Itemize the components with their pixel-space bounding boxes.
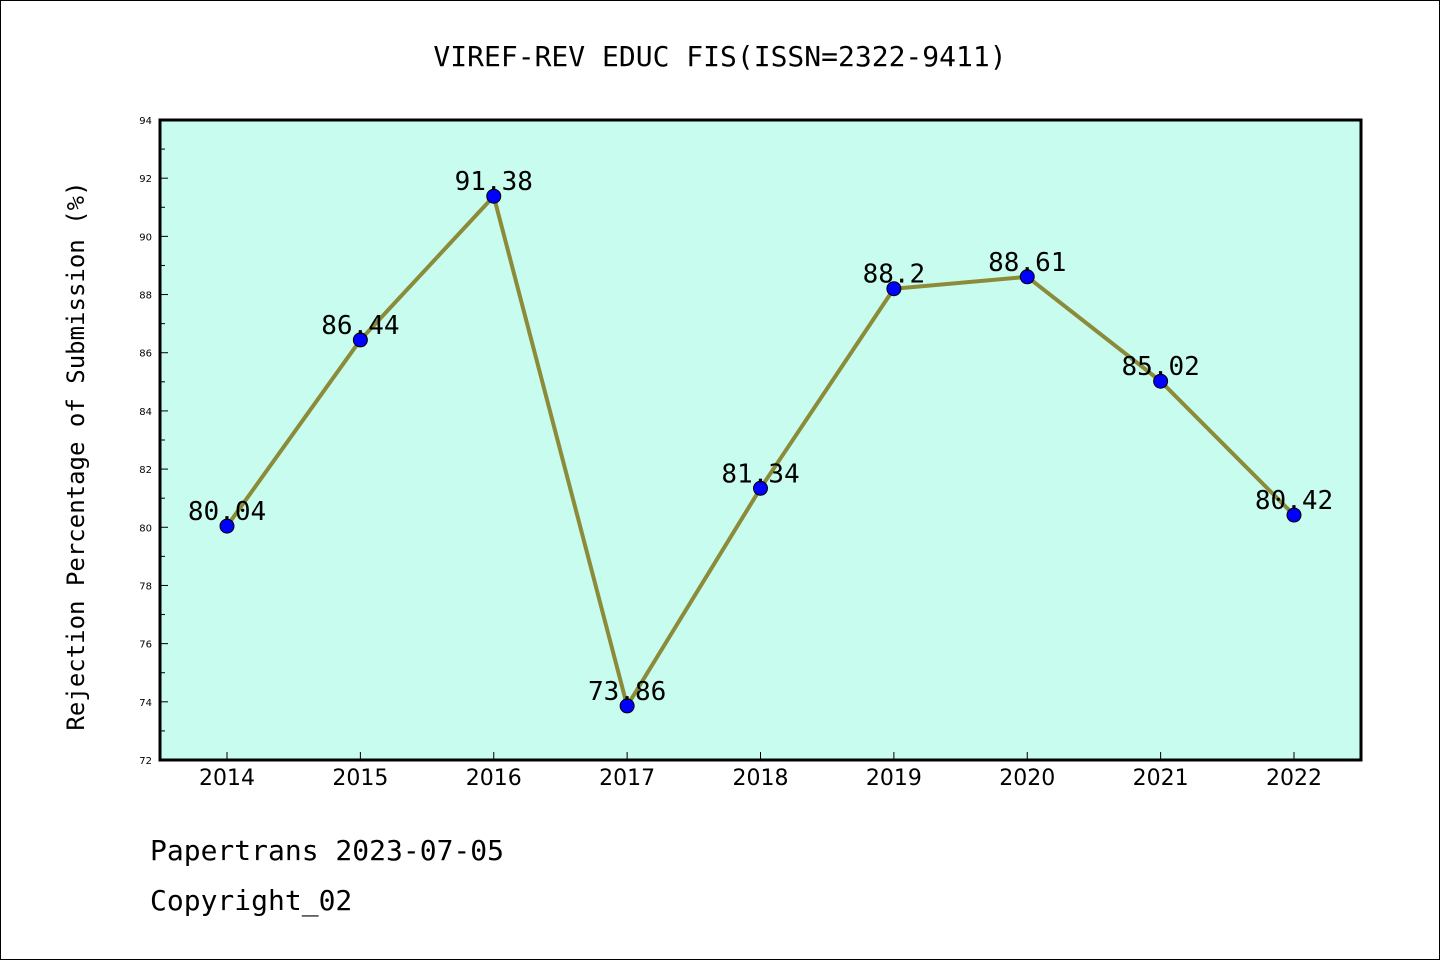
y-axis: 72 74 76 78 80 82 84 86 88 90 92 94 — [139, 116, 168, 767]
x-axis: 2014 2015 2016 2017 2018 2019 2020 2021 2022 — [199, 752, 1322, 791]
x-tick-label: 2015 — [332, 766, 388, 791]
data-label: 85.02 — [1121, 352, 1199, 382]
y-tick-label: 80 — [139, 523, 152, 534]
data-label: 81.34 — [721, 459, 799, 489]
data-label: 80.42 — [1255, 486, 1333, 516]
y-tick-label: 90 — [139, 232, 152, 243]
data-point — [1286, 507, 1302, 523]
x-tick-label: 2022 — [1266, 766, 1322, 791]
data-point — [486, 188, 502, 204]
x-tick-label: 2014 — [199, 766, 255, 791]
plot-area — [158, 118, 1363, 762]
y-tick-label: 84 — [139, 407, 152, 418]
data-point — [886, 281, 902, 297]
data-point — [753, 480, 768, 496]
y-tick-label: 72 — [139, 756, 152, 767]
data-label: 73.86 — [588, 677, 666, 707]
y-tick-label: 88 — [139, 291, 152, 302]
x-tick-label: 2021 — [1133, 766, 1189, 791]
chart-title: VIREF-REV EDUC FIS(ISSN=2322-9411) — [433, 40, 1006, 73]
data-label: 80.04 — [188, 497, 266, 527]
y-tick-label: 86 — [139, 349, 152, 360]
x-tick-label: 2020 — [999, 766, 1055, 791]
y-tick-label: 78 — [139, 581, 152, 592]
data-point — [219, 518, 235, 534]
y-tick-label: 94 — [139, 116, 152, 127]
y-tick-label: 74 — [139, 698, 152, 709]
data-point — [1153, 373, 1169, 389]
data-point — [352, 332, 368, 348]
footer-date: Papertrans 2023-07-05 — [150, 834, 505, 867]
y-tick-label: 92 — [139, 174, 152, 185]
data-label: 91.38 — [455, 167, 533, 197]
data-label: 88.2 — [863, 260, 926, 290]
x-tick-label: 2017 — [599, 766, 655, 791]
series-rejection-percentage: 80.04 86.44 91.38 73.86 81.34 88.2 88.61 85.02 8… — [188, 167, 1333, 714]
y-tick-label: 82 — [139, 465, 152, 476]
y-axis-label: Rejection Percentage of Submission (%) — [62, 181, 90, 730]
footer-copyright: Copyright_02 — [150, 884, 353, 917]
x-tick-label: 2016 — [466, 766, 522, 791]
y-tick-label: 76 — [139, 640, 152, 651]
x-tick-label: 2018 — [733, 766, 789, 791]
data-point — [1019, 269, 1035, 285]
x-tick-label: 2019 — [866, 766, 922, 791]
data-point — [619, 698, 635, 714]
data-label: 88.61 — [988, 248, 1066, 278]
data-label: 86.44 — [321, 311, 399, 341]
